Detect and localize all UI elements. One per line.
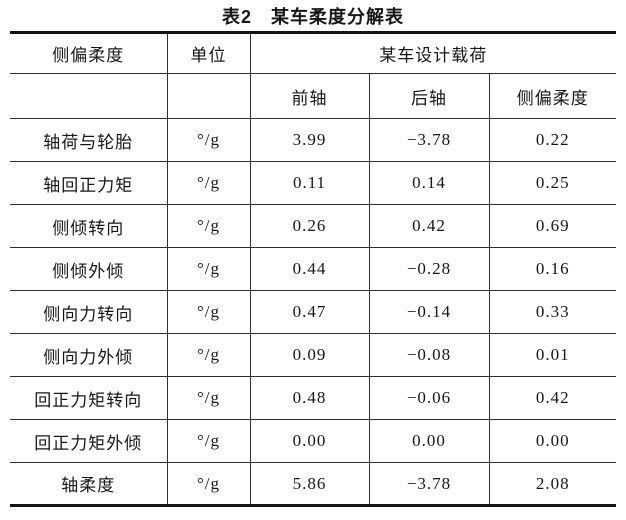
compliance-value: 2.08 [488, 462, 617, 506]
table-row: 侧倾转向 °/g 0.26 0.42 0.69 [10, 204, 617, 248]
front-axle-value: 0.47 [249, 290, 370, 334]
header-row-1: 侧偏柔度 单位 某车设计载荷 [10, 32, 617, 74]
rear-axle-value: −3.78 [368, 118, 490, 162]
compliance-value: 0.22 [488, 118, 617, 162]
compliance-value: 0.69 [488, 204, 617, 248]
row-label: 轴荷与轮胎 [10, 118, 168, 162]
front-axle-value: 3.99 [249, 118, 370, 162]
front-axle-value: 0.26 [249, 204, 370, 248]
row-unit: °/g [166, 376, 251, 420]
subheader-rear-axle: 后轴 [368, 73, 490, 119]
compliance-value: 0.16 [488, 247, 617, 291]
table-row: 轴荷与轮胎 °/g 3.99 −3.78 0.22 [10, 118, 617, 162]
compliance-value: 0.33 [488, 290, 617, 334]
rear-axle-value: 0.14 [368, 161, 490, 205]
front-axle-value: 0.48 [249, 376, 370, 420]
row-label: 侧倾转向 [10, 204, 168, 248]
table-row: 回正力矩外倾 °/g 0.00 0.00 0.00 [10, 419, 617, 463]
row-label: 轴柔度 [10, 462, 168, 506]
rear-axle-value: −0.08 [368, 333, 490, 377]
table-row: 侧向力外倾 °/g 0.09 −0.08 0.01 [10, 333, 617, 377]
header-compliance: 侧偏柔度 [10, 32, 168, 74]
row-label: 侧向力转向 [10, 290, 168, 334]
table-row: 轴回正力矩 °/g 0.11 0.14 0.25 [10, 161, 617, 205]
front-axle-value: 5.86 [249, 462, 370, 506]
row-unit: °/g [166, 247, 251, 291]
header-unit: 单位 [166, 32, 251, 74]
compliance-value: 0.00 [488, 419, 617, 463]
subheader-front-axle: 前轴 [249, 73, 370, 119]
rear-axle-value: −0.28 [368, 247, 490, 291]
front-axle-value: 0.09 [249, 333, 370, 377]
row-unit: °/g [166, 161, 251, 205]
rear-axle-value: 0.42 [368, 204, 490, 248]
row-label: 回正力矩转向 [10, 376, 168, 420]
row-label: 侧倾外倾 [10, 247, 168, 291]
row-unit: °/g [166, 419, 251, 463]
table-caption: 表2 某车柔度分解表 [221, 7, 404, 27]
rear-axle-value: −0.06 [368, 376, 490, 420]
table-row: 回正力矩转向 °/g 0.48 −0.06 0.42 [10, 376, 617, 420]
front-axle-value: 0.44 [249, 247, 370, 291]
table-row: 轴柔度 °/g 5.86 −3.78 2.08 [10, 462, 617, 506]
rear-axle-value: 0.00 [368, 419, 490, 463]
row-unit: °/g [166, 462, 251, 506]
header-empty-cell [10, 73, 168, 119]
front-axle-value: 0.00 [249, 419, 370, 463]
rear-axle-value: −0.14 [368, 290, 490, 334]
header-design-load-group: 某车设计载荷 [249, 32, 617, 74]
row-label: 回正力矩外倾 [10, 419, 168, 463]
row-unit: °/g [166, 118, 251, 162]
compliance-value: 0.42 [488, 376, 617, 420]
row-unit: °/g [166, 333, 251, 377]
front-axle-value: 0.11 [249, 161, 370, 205]
header-empty-cell [166, 73, 251, 119]
row-unit: °/g [166, 204, 251, 248]
table-row: 侧倾外倾 °/g 0.44 −0.28 0.16 [10, 247, 617, 291]
compliance-value: 0.01 [488, 333, 617, 377]
rear-axle-value: −3.78 [368, 462, 490, 506]
flexibility-decomposition-table: 侧偏柔度 单位 某车设计载荷 前轴 后轴 侧偏柔度 轴荷与轮胎 °/g 3.99… [10, 31, 617, 507]
compliance-value: 0.25 [488, 161, 617, 205]
row-label: 侧向力外倾 [10, 333, 168, 377]
header-row-2: 前轴 后轴 侧偏柔度 [10, 73, 617, 119]
table-row: 侧向力转向 °/g 0.47 −0.14 0.33 [10, 290, 617, 334]
row-label: 轴回正力矩 [10, 161, 168, 205]
row-unit: °/g [166, 290, 251, 334]
subheader-compliance: 侧偏柔度 [488, 73, 617, 119]
